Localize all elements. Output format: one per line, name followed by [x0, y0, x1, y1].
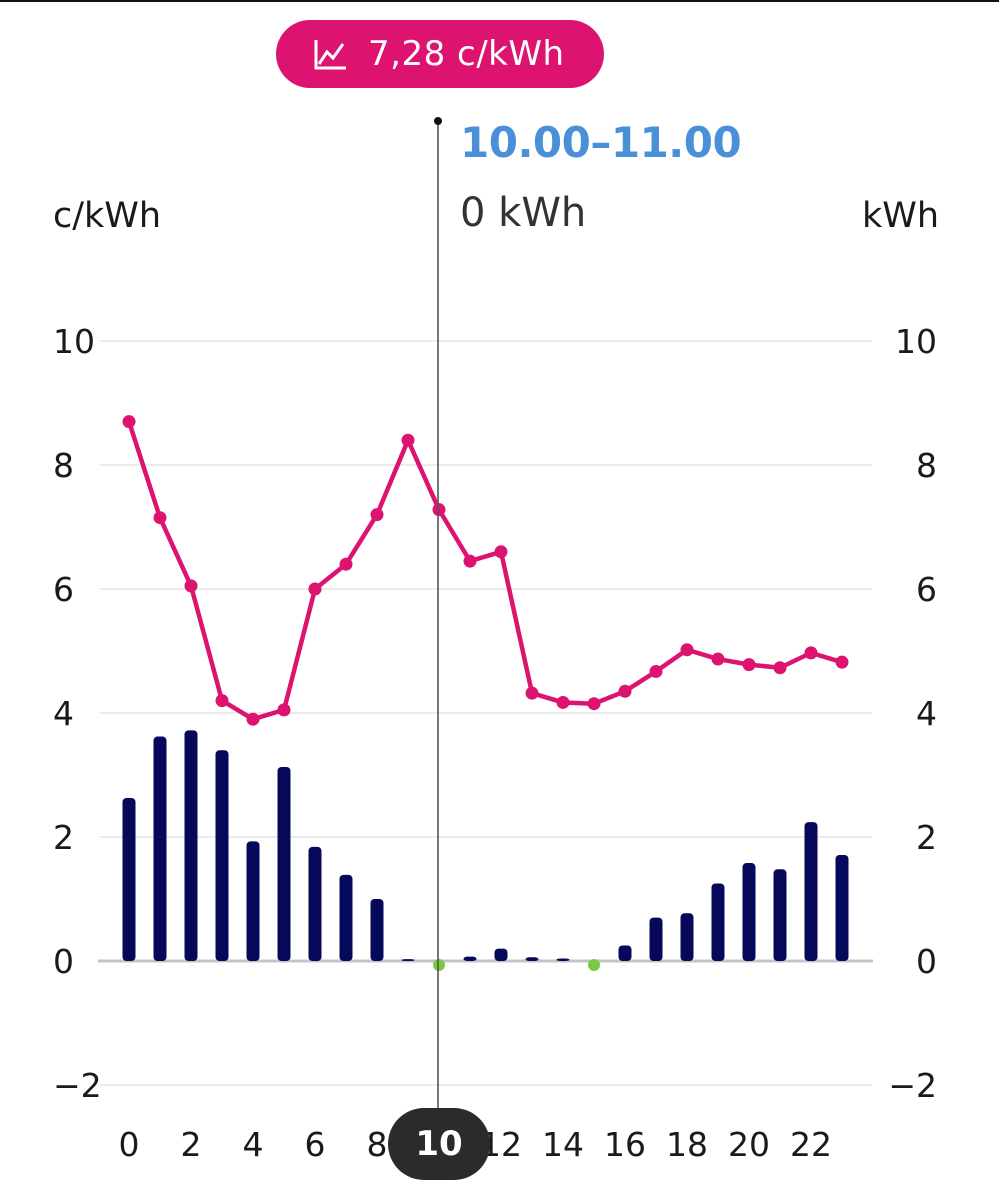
consumption-bar — [774, 869, 787, 961]
left-y-tick-label: 8 — [53, 446, 74, 485]
price-point — [681, 643, 694, 656]
price-point — [805, 646, 818, 659]
energy-chart[interactable]: −2−2002244668810100246810121416182022 — [0, 0, 999, 1200]
consumption-bar — [247, 841, 260, 961]
consumption-bar — [495, 949, 508, 961]
price-point — [588, 697, 601, 710]
negative-consumption-point — [588, 959, 600, 971]
price-point — [154, 511, 167, 524]
price-point — [433, 503, 446, 516]
x-tick-label: 18 — [666, 1125, 708, 1164]
price-point — [402, 434, 415, 447]
consumption-bar — [712, 884, 725, 962]
price-point — [123, 415, 136, 428]
consumption-bar — [185, 730, 198, 961]
price-point — [247, 713, 260, 726]
consumption-bar — [681, 913, 694, 961]
right-y-tick-label: 4 — [916, 694, 937, 733]
left-y-tick-label: 2 — [53, 818, 74, 857]
right-y-tick-label: −2 — [888, 1066, 937, 1105]
right-y-tick-label: 2 — [916, 818, 937, 857]
right-y-tick-label: 8 — [916, 446, 937, 485]
consumption-bar — [371, 899, 384, 961]
x-tick-label: 2 — [181, 1125, 202, 1164]
cursor-hour-badge[interactable]: 10 — [388, 1108, 490, 1180]
consumption-bar — [526, 957, 539, 961]
consumption-bar — [216, 750, 229, 961]
price-point — [464, 555, 477, 568]
left-y-tick-label: 6 — [53, 570, 74, 609]
consumption-bar — [278, 767, 291, 961]
right-y-tick-label: 6 — [916, 570, 937, 609]
consumption-bar — [464, 957, 477, 961]
consumption-bar — [650, 918, 663, 961]
price-point — [712, 653, 725, 666]
x-tick-label: 6 — [305, 1125, 326, 1164]
right-y-tick-label: 0 — [916, 942, 937, 981]
x-tick-label: 16 — [604, 1125, 646, 1164]
consumption-bar — [619, 946, 632, 962]
left-y-tick-label: 4 — [53, 694, 74, 733]
consumption-bar — [309, 847, 322, 961]
price-point — [278, 703, 291, 716]
price-point — [309, 583, 322, 596]
consumption-bar — [805, 822, 818, 961]
x-tick-label: 14 — [542, 1125, 584, 1164]
price-point — [557, 696, 570, 709]
price-point — [526, 687, 539, 700]
consumption-bar — [557, 959, 570, 961]
consumption-bar — [340, 875, 353, 961]
price-point — [340, 558, 353, 571]
price-point — [836, 656, 849, 669]
selection-cursor-top-dot — [434, 117, 442, 125]
price-point — [743, 658, 756, 671]
price-point — [216, 694, 229, 707]
left-y-tick-label: 0 — [53, 942, 74, 981]
price-point — [371, 508, 384, 521]
left-y-tick-label: −2 — [53, 1066, 102, 1105]
consumption-bar — [743, 863, 756, 961]
x-tick-label: 20 — [728, 1125, 770, 1164]
consumption-bar — [154, 737, 167, 961]
x-tick-label: 8 — [367, 1125, 388, 1164]
price-line — [129, 422, 842, 720]
x-tick-label: 0 — [119, 1125, 140, 1164]
negative-consumption-point — [433, 959, 445, 971]
price-point — [650, 665, 663, 678]
right-y-tick-label: 10 — [895, 322, 937, 361]
consumption-bar — [836, 855, 849, 961]
x-tick-label: 4 — [243, 1125, 264, 1164]
left-y-tick-label: 10 — [53, 322, 95, 361]
consumption-bar — [123, 798, 136, 961]
consumption-bar — [402, 959, 415, 961]
x-tick-label: 22 — [790, 1125, 832, 1164]
price-point — [495, 545, 508, 558]
price-point — [619, 685, 632, 698]
price-point — [185, 579, 198, 592]
price-point — [774, 661, 787, 674]
